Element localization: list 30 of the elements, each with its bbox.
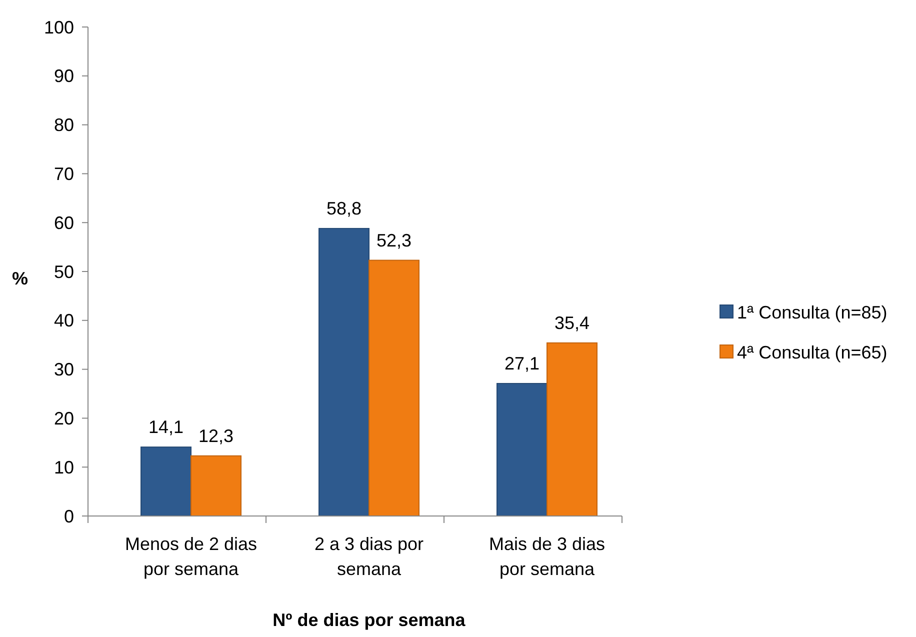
bar xyxy=(546,342,598,516)
x-tick-label: Menos de 2 dias por semana xyxy=(124,534,258,579)
y-tick-label: 0 xyxy=(64,506,74,526)
y-tick-label: 60 xyxy=(54,212,74,233)
y-tick-label: 40 xyxy=(54,310,74,331)
y-tick-label: 20 xyxy=(54,408,74,428)
bar xyxy=(140,446,192,516)
data-label: 35,4 xyxy=(554,312,590,333)
y-tick-label: 90 xyxy=(54,66,74,86)
bar xyxy=(318,228,370,516)
data-label: 52,3 xyxy=(376,230,412,250)
x-tick-label: Mais de 3 dias por semana xyxy=(488,534,606,579)
y-tick-label: 50 xyxy=(54,262,74,282)
data-label: 58,8 xyxy=(326,198,362,218)
bar xyxy=(368,260,420,516)
data-label: 27,1 xyxy=(504,353,540,374)
y-axis-title: % xyxy=(12,268,28,288)
x-axis-title: Nº de dias por semana xyxy=(272,610,466,630)
bar xyxy=(190,455,242,516)
data-label: 12,3 xyxy=(198,426,234,446)
legend-label: 1ª Consulta (n=85) xyxy=(737,302,888,322)
y-tick-label: 80 xyxy=(54,115,74,136)
y-tick-label: 100 xyxy=(44,17,74,38)
data-label: 14,1 xyxy=(148,417,184,438)
x-tick-label: 2 a 3 dias por semana xyxy=(314,534,424,579)
bar xyxy=(496,382,548,516)
y-tick-label: 30 xyxy=(54,360,74,380)
y-tick-label: 70 xyxy=(54,164,74,184)
legend-label: 4ª Consulta (n=65) xyxy=(737,342,888,362)
y-tick-label: 10 xyxy=(54,457,74,478)
